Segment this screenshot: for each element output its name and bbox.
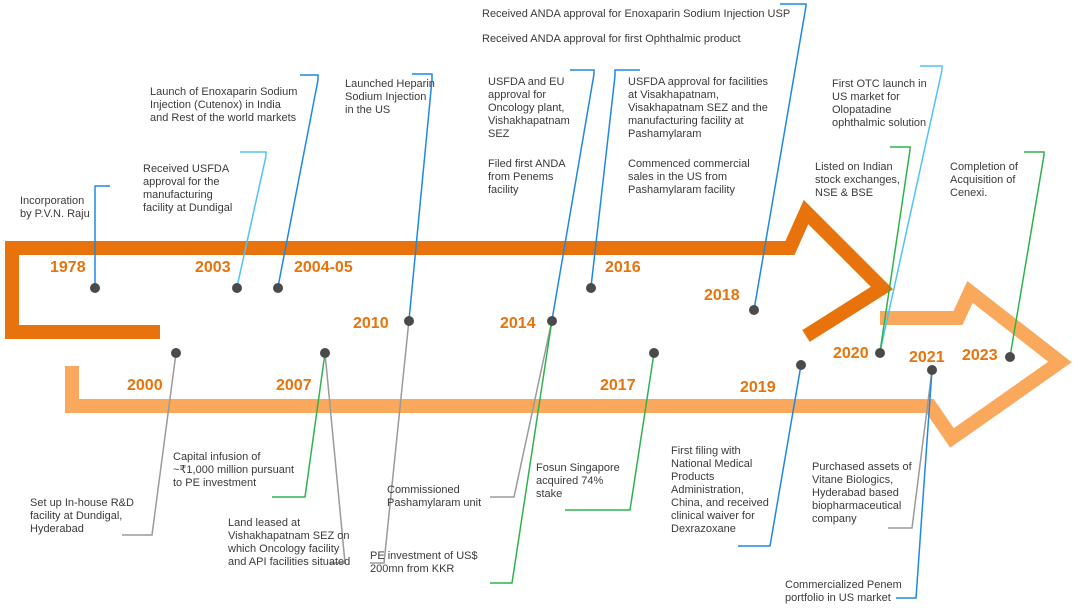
event-2016-a: USFDA approval for facilities at Visakha… — [628, 76, 768, 140]
event-2016-b: Commenced commercial sales in the US fro… — [628, 158, 750, 196]
event-2021-b: Commercialized Penem portfolio in US mar… — [785, 579, 902, 604]
year-2020: 2020 — [833, 345, 869, 362]
dot-1978 — [90, 283, 100, 293]
dot-2021 — [927, 365, 937, 375]
event-2010-upper: Launched Heparin Sodium Injection in the… — [345, 78, 435, 116]
connector-2010-up — [408, 73, 433, 321]
dot-2019 — [796, 360, 806, 370]
year-1978: 1978 — [50, 259, 86, 276]
dot-2000 — [171, 348, 181, 358]
connector-2017 — [565, 352, 655, 511]
connector-2007-b — [324, 352, 346, 564]
connector-2003 — [236, 151, 267, 288]
dot-2010 — [404, 316, 414, 326]
dot-2020 — [875, 348, 885, 358]
year-2004-05: 2004-05 — [294, 259, 353, 276]
event-2014-upper-a: USFDA and EU approval for Oncology plant… — [488, 76, 570, 140]
connector-1978 — [94, 185, 110, 287]
event-2010-lower: PE investment of US$ 200mn from KKR — [370, 550, 478, 575]
event-2004-05: Launch of Enoxaparin Sodium Injection (C… — [150, 86, 298, 124]
event-2020-a: First OTC launch in US market for Olopat… — [832, 78, 927, 129]
dot-2003 — [232, 283, 242, 293]
event-2007-b: Land leased at Vishakhapatnam SEZ on whi… — [228, 517, 351, 568]
dot-2016 — [586, 283, 596, 293]
event-2014-upper-b: Filed first ANDA from Penems facility — [488, 158, 566, 196]
connector-2023 — [1009, 151, 1045, 358]
connector-2018-up — [753, 3, 807, 311]
event-1978: Incorporation by P.V.N. Raju — [20, 195, 90, 220]
connector-2014-down-a — [490, 319, 553, 498]
event-2003: Received USFDA approval for the manufact… — [143, 163, 233, 214]
year-2007: 2007 — [276, 377, 312, 394]
connector-2021-a — [888, 369, 933, 529]
event-2007-a: Capital infusion of ~₹1,000 million purs… — [173, 451, 295, 489]
year-2003: 2003 — [195, 259, 231, 276]
connector-2021-b — [896, 369, 933, 599]
lower-arrow-band — [65, 281, 1072, 448]
event-2019: First filing with National Medical Produ… — [671, 445, 769, 535]
year-2000: 2000 — [127, 377, 163, 394]
connector-2004-05 — [277, 74, 319, 288]
dot-2014 — [547, 316, 557, 326]
event-2023: Completion of Acquisition of Cenexi. — [950, 161, 1018, 199]
connector-2020-up-b — [879, 146, 911, 353]
event-2018-b: Received ANDA approval for first Ophthal… — [482, 33, 741, 45]
year-2023: 2023 — [962, 347, 998, 364]
dot-2023 — [1005, 352, 1015, 362]
event-2014-lower: Commissioned Pashamylaram unit — [387, 484, 482, 509]
event-2000: Set up In-house R&D facility at Dundigal… — [30, 497, 134, 535]
year-2010: 2010 — [353, 315, 389, 332]
dot-2017 — [649, 348, 659, 358]
year-2018: 2018 — [704, 287, 740, 304]
upper-arrow-band — [5, 199, 894, 342]
connector-2014-up — [551, 69, 595, 321]
dot-2018 — [749, 305, 759, 315]
dot-2004-05 — [273, 283, 283, 293]
connector-2020-up-a — [879, 65, 943, 353]
event-2020-b: Listed on Indian stock exchanges, NSE & … — [815, 161, 900, 199]
connector-2019 — [738, 364, 802, 547]
connector-2000 — [122, 352, 177, 536]
year-2021: 2021 — [909, 349, 945, 366]
event-2018-a: Received ANDA approval for Enoxaparin So… — [482, 8, 791, 20]
year-2014: 2014 — [500, 315, 536, 332]
year-2019: 2019 — [740, 379, 776, 396]
dot-2007 — [320, 348, 330, 358]
connector-2010-down — [370, 319, 410, 564]
year-2017: 2017 — [600, 377, 636, 394]
connector-2016-up — [590, 69, 640, 288]
connector-2014-down-b — [490, 319, 553, 584]
event-2017: Fosun Singapore acquired 74% stake — [536, 462, 620, 500]
connector-2007-a — [272, 352, 326, 498]
year-2016: 2016 — [605, 259, 641, 276]
event-2021-a: Purchased assets of Vitane Biologics, Hy… — [812, 461, 912, 525]
